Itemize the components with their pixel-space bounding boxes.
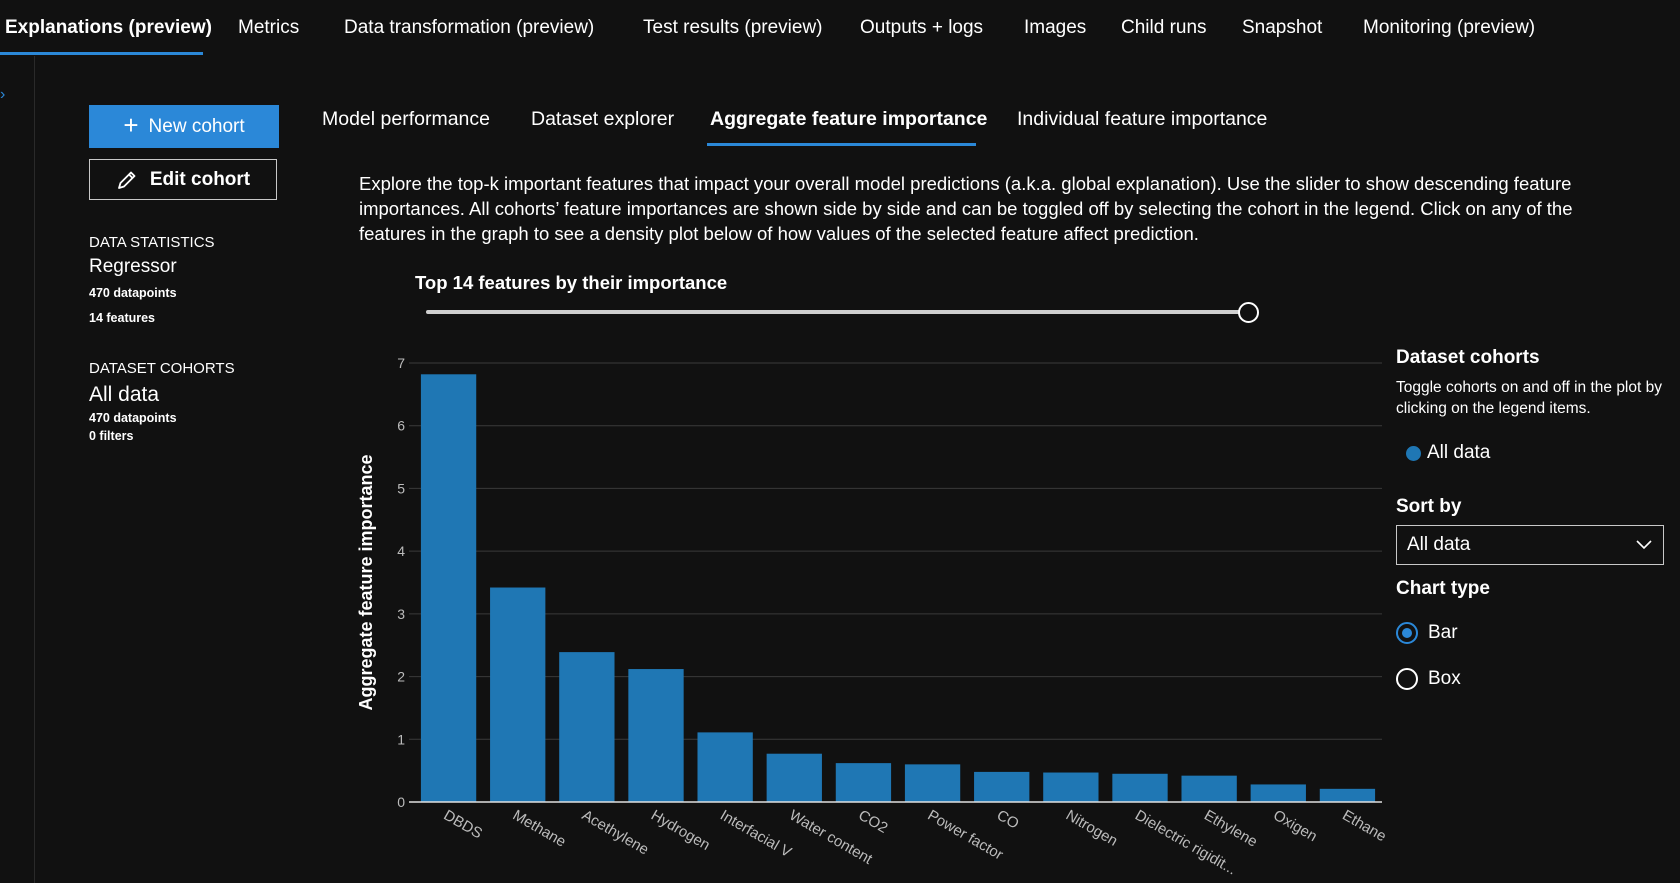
bar[interactable] <box>628 669 684 802</box>
cohort-name: All data <box>89 383 160 406</box>
top-nav: Explanations (preview) Metrics Data tran… <box>0 0 1680 56</box>
chevron-down-icon <box>1636 540 1652 550</box>
left-rail-divider <box>34 56 35 883</box>
bar[interactable] <box>1181 775 1237 802</box>
tab-model-performance[interactable]: Model performance <box>322 108 490 130</box>
x-tick-label: Methane <box>510 807 569 851</box>
radio-checked-icon <box>1396 622 1418 644</box>
bar[interactable] <box>1043 772 1099 802</box>
y-tick-label: 7 <box>397 355 405 371</box>
edit-cohort-button[interactable]: Edit cohort <box>89 159 277 200</box>
stat-datapoints: 470 datapoints <box>89 286 177 300</box>
radio-box-label: Box <box>1428 668 1461 689</box>
cohort-filters: 0 filters <box>89 429 134 443</box>
top-k-slider-thumb[interactable] <box>1238 302 1259 323</box>
bar[interactable] <box>420 374 477 802</box>
x-tick-label: CO2 <box>855 807 890 837</box>
x-tick-label: Oxigen <box>1270 807 1320 845</box>
active-subtab-underline <box>707 143 976 146</box>
stat-features: 14 features <box>89 311 156 325</box>
tab-aggregate-feature-importance[interactable]: Aggregate feature importance <box>710 108 988 130</box>
radio-box[interactable]: Box <box>1396 668 1461 690</box>
tab-metrics[interactable]: Metrics <box>238 17 300 38</box>
chevron-right-icon[interactable]: › <box>0 86 6 103</box>
tab-test-results[interactable]: Test results (preview) <box>643 17 823 38</box>
description-text: Explore the top-k important features tha… <box>359 173 1573 244</box>
legend-dot-icon <box>1406 445 1421 461</box>
new-cohort-label: New cohort <box>148 115 245 137</box>
radio-bar-label: Bar <box>1428 622 1458 643</box>
legend-item-label: All data <box>1427 442 1491 463</box>
legend-item-all-data[interactable]: All data <box>1406 442 1490 464</box>
tab-snapshot[interactable]: Snapshot <box>1242 17 1323 38</box>
radio-unchecked-icon <box>1396 668 1418 690</box>
model-type: Regressor <box>89 256 177 277</box>
radio-bar[interactable]: Bar <box>1396 622 1458 644</box>
x-tick-label: CO <box>994 807 1022 833</box>
pencil-icon <box>117 171 136 189</box>
x-tick-label: Nitrogen <box>1063 807 1121 850</box>
y-axis-label: Aggregate feature importance <box>356 454 376 710</box>
slider-label: Top 14 features by their importance <box>415 272 728 293</box>
y-tick-label: 1 <box>397 731 405 747</box>
tab-child-runs[interactable]: Child runs <box>1121 17 1207 38</box>
x-tick-label: Interfacial V <box>717 807 794 861</box>
bar[interactable] <box>974 771 1030 802</box>
tab-data-transformation[interactable]: Data transformation (preview) <box>344 17 595 38</box>
y-tick-label: 6 <box>397 418 405 434</box>
cohort-datapoints: 470 datapoints <box>89 411 177 425</box>
new-cohort-button[interactable]: + New cohort <box>89 105 279 148</box>
bar[interactable] <box>1112 773 1168 802</box>
x-tick-label: Ethane <box>1339 807 1386 845</box>
plus-icon: + <box>123 110 139 140</box>
edit-cohort-label: Edit cohort <box>149 168 251 190</box>
sort-by-label: Sort by <box>1396 496 1462 517</box>
tab-monitoring[interactable]: Monitoring (preview) <box>1363 17 1536 38</box>
x-tick-label: Ethylene <box>1201 807 1260 851</box>
tab-explanations[interactable]: Explanations (preview) <box>5 17 212 38</box>
tab-dataset-explorer[interactable]: Dataset explorer <box>531 108 675 130</box>
tab-images[interactable]: Images <box>1024 17 1087 38</box>
legend-description: Toggle cohorts on and off in the plot by… <box>1396 379 1662 417</box>
bar[interactable] <box>766 753 822 802</box>
x-tick-label: DBDS <box>441 807 486 843</box>
sort-by-dropdown[interactable]: All data <box>1396 525 1664 565</box>
bar[interactable] <box>490 587 546 802</box>
x-tick-label: Power factor <box>925 807 1006 864</box>
bar[interactable] <box>559 652 615 802</box>
bar[interactable] <box>697 732 753 802</box>
y-tick-label: 5 <box>397 480 405 496</box>
bar[interactable] <box>1250 784 1306 802</box>
bar[interactable] <box>835 763 892 802</box>
bar[interactable] <box>1319 788 1376 802</box>
top-k-slider-track[interactable] <box>426 310 1248 314</box>
data-statistics-heading: DATA STATISTICS <box>89 234 215 251</box>
y-tick-label: 2 <box>397 669 405 685</box>
bar[interactable] <box>904 764 961 802</box>
chart-type-label: Chart type <box>1396 578 1490 599</box>
dataset-cohorts-heading: DATASET COHORTS <box>89 360 235 377</box>
y-tick-label: 3 <box>397 606 405 622</box>
tab-individual-feature-importance[interactable]: Individual feature importance <box>1017 108 1268 130</box>
x-tick-label: Hydrogen <box>648 807 713 854</box>
y-tick-label: 0 <box>397 794 405 810</box>
sort-by-value: All data <box>1407 534 1471 555</box>
y-tick-label: 4 <box>397 543 405 559</box>
x-tick-label: Acethylene <box>579 807 652 859</box>
tab-outputs-logs[interactable]: Outputs + logs <box>860 17 984 38</box>
active-tab-underline <box>0 52 203 55</box>
legend-title: Dataset cohorts <box>1396 347 1540 368</box>
